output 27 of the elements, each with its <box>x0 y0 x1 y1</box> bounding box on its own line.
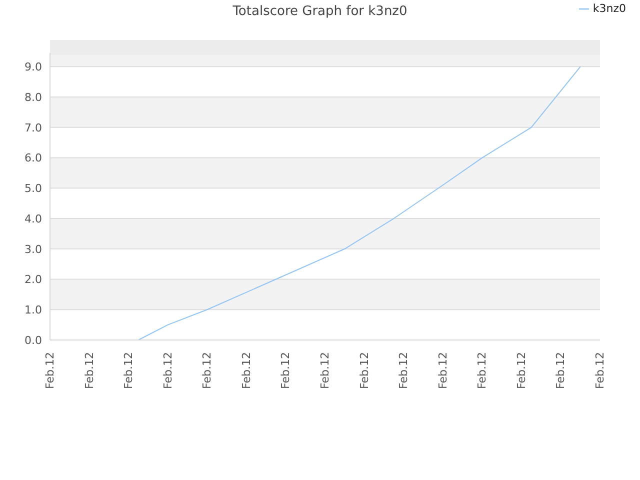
y-tick-label: 0.0 <box>24 334 42 347</box>
y-tick-label: 6.0 <box>24 152 42 165</box>
x-tick-label: Feb.12 <box>594 352 606 389</box>
x-tick-label: Feb.12 <box>44 352 56 389</box>
x-tick-label: Feb.12 <box>161 352 174 389</box>
y-tick-label: 9.0 <box>24 60 42 74</box>
x-tick-label: Feb.12 <box>397 352 410 389</box>
legend-label: k3nz0 <box>592 2 626 15</box>
x-tick-label: Feb.12 <box>240 352 253 389</box>
x-tick-label: Feb.12 <box>436 352 450 389</box>
x-tick-label: Feb.12 <box>554 352 568 389</box>
y-tick-label: 2.0 <box>24 273 42 286</box>
y-tick-label: 4.0 <box>24 212 42 226</box>
y-tick-label: 5.0 <box>24 182 42 196</box>
x-tick-label: Feb.12 <box>476 352 489 389</box>
x-tick-label: Feb.12 <box>279 352 292 389</box>
x-tick-label: Feb.12 <box>514 352 528 389</box>
x-tick-label: Feb.12 <box>200 352 214 389</box>
y-tick-label: 1.0 <box>24 304 42 317</box>
y-tick-label: 8.0 <box>24 90 42 104</box>
x-tick-label: Feb.12 <box>358 352 371 389</box>
y-tick-label: 3.0 <box>24 242 42 256</box>
chart-title: Totalscore Graph for k3nz0 <box>232 4 408 19</box>
x-tick-label: Feb.12 <box>82 352 96 389</box>
x-tick-label: Feb.12 <box>122 352 136 389</box>
x-tick-label: Feb.12 <box>318 352 332 389</box>
y-tick-label: 7.0 <box>24 121 42 134</box>
